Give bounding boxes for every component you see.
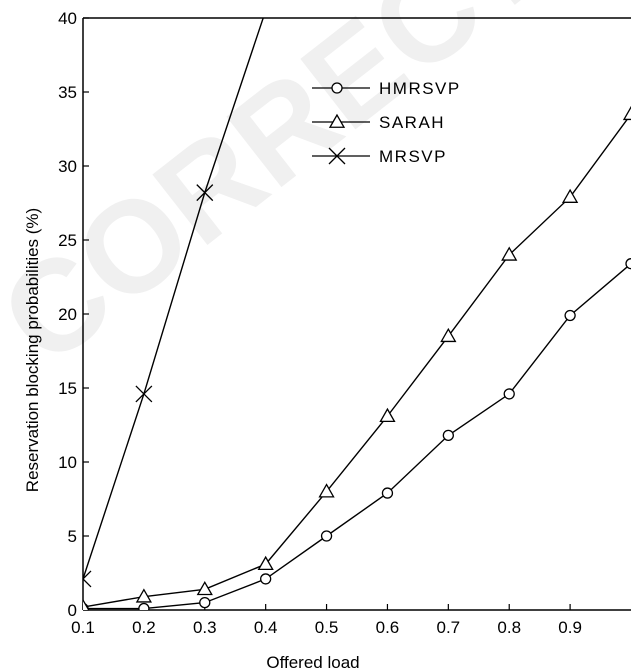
legend-label-mrsvp: MRSVP (379, 147, 447, 166)
x-axis-label: Offered load (266, 653, 359, 672)
y-tick-label: 15 (58, 379, 77, 398)
x-tick-label: 0.1 (71, 618, 95, 637)
data-point-sarah (135, 588, 153, 603)
y-tick-label: 40 (58, 9, 77, 28)
data-point-mrsvp (83, 570, 92, 588)
legend-label-sarah: SARAH (379, 113, 445, 132)
series-mrsvp (83, 18, 264, 588)
legend-label-hmrsvp: HMRSVP (379, 79, 461, 98)
x-tick-label: 0.4 (254, 618, 278, 637)
series-sarah (83, 105, 631, 610)
legend-item-sarah: SARAH (312, 113, 445, 132)
series-line-mrsvp (83, 18, 264, 580)
y-tick-label: 25 (58, 231, 77, 250)
x-tick-label: 0.8 (497, 618, 521, 637)
data-point-sarah (622, 105, 631, 121)
data-point-hmrsvp (320, 530, 333, 542)
y-axis-label: Reservation blocking probabilities (%) (23, 208, 42, 492)
x-tick-label: 0.9 (558, 618, 582, 637)
data-point-sarah (318, 483, 335, 498)
data-point-hmrsvp (199, 596, 211, 609)
data-point-sarah (196, 580, 213, 596)
y-tick-label: 20 (58, 305, 77, 324)
series-line-sarah (83, 113, 631, 608)
y-tick-label: 5 (68, 527, 77, 546)
data-point-sarah (257, 555, 274, 571)
data-point-sarah (440, 327, 457, 343)
x-tick-label: 0.2 (132, 618, 156, 637)
data-point-hmrsvp (442, 429, 454, 442)
series-line-hmrsvp (83, 263, 631, 610)
data-point-hmrsvp (503, 388, 515, 400)
x-tick-label: 0.3 (193, 618, 217, 637)
x-tick-label: 0.6 (376, 618, 400, 637)
data-point-mrsvp (196, 184, 214, 202)
legend: HMRSVP SARAH MRSVP (312, 79, 461, 166)
legend-item-mrsvp: MRSVP (312, 147, 447, 166)
data-point-hmrsvp (260, 573, 272, 585)
x-tick-label: 0.5 (315, 618, 339, 637)
data-point-hmrsvp (564, 309, 576, 322)
data-point-mrsvp (135, 385, 153, 403)
x-axis-ticks: 0.1 0.2 0.3 0.4 0.5 0.6 0.7 0.8 0.9 (71, 604, 582, 637)
data-point-hmrsvp (381, 487, 394, 499)
legend-marker-mrsvp (328, 147, 346, 165)
x-tick-label: 0.7 (437, 618, 461, 637)
data-point-sarah (379, 407, 396, 423)
legend-marker-hmrsvp (331, 82, 343, 94)
data-point-hmrsvp (625, 258, 631, 270)
watermark: CORRECTED (0, 0, 631, 392)
data-point-sarah (83, 598, 90, 610)
data-point-hmrsvp (138, 602, 150, 610)
y-axis-ticks: 0 5 10 15 20 25 30 35 40 (58, 9, 89, 620)
data-point-sarah (561, 188, 579, 203)
series-layer (83, 18, 631, 610)
y-tick-label: 35 (58, 83, 77, 102)
legend-marker-sarah (328, 113, 346, 128)
data-point-sarah (501, 246, 518, 261)
y-tick-label: 30 (58, 157, 77, 176)
y-tick-label: 10 (58, 453, 77, 472)
legend-item-hmrsvp: HMRSVP (312, 79, 461, 98)
y-tick-label: 0 (68, 601, 77, 620)
